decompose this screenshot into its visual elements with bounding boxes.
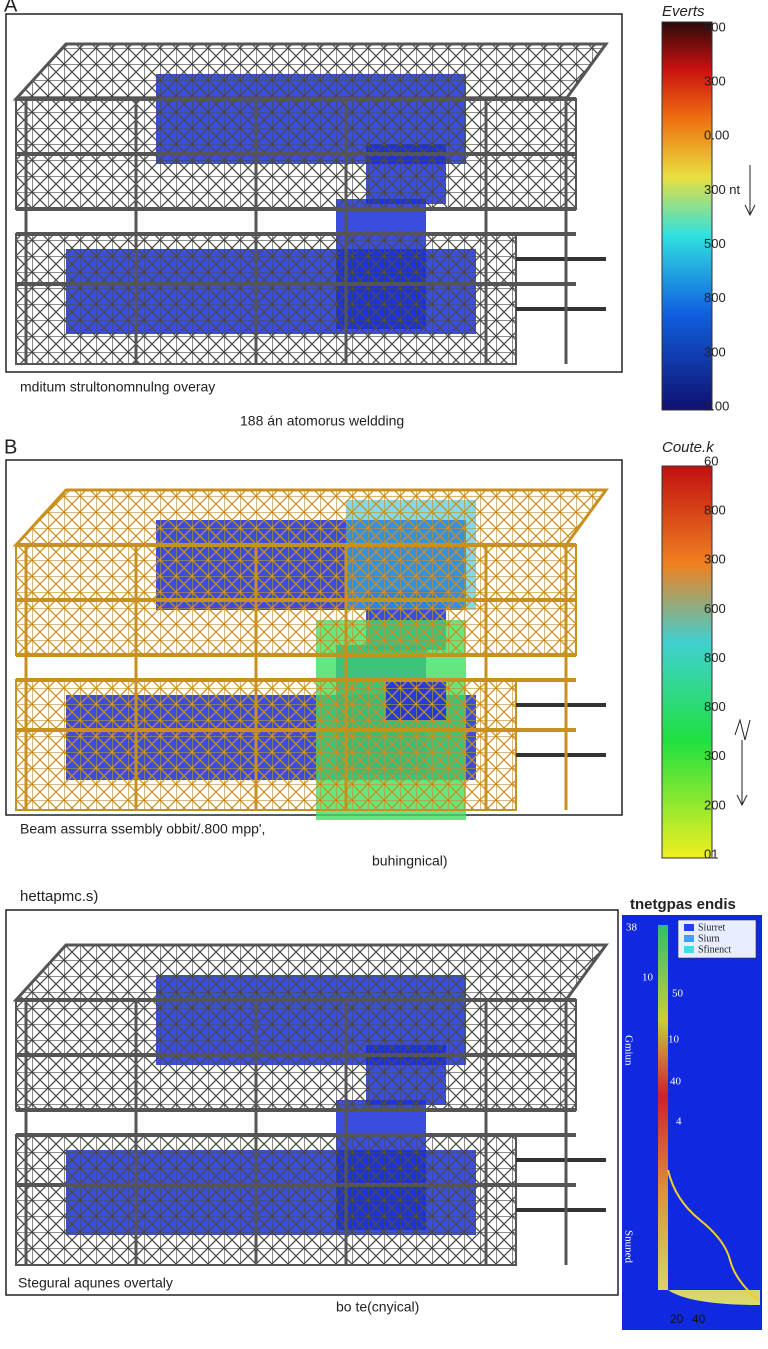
lower-level: [15, 679, 517, 811]
colorbar: [661, 465, 713, 859]
colorbar-tick-label: 01: [704, 846, 718, 861]
colorbar-tick-label: 800: [704, 290, 726, 305]
inset-title: tnetgpas endis: [630, 896, 736, 913]
legend-swatch: [684, 946, 694, 953]
arrow: [744, 165, 756, 217]
panel-label: B: [4, 436, 17, 458]
legend-entry: Sfinenct: [698, 944, 732, 955]
colorbar-tick-label: 200: [704, 797, 726, 812]
inset-curve: [667, 1169, 759, 1301]
top-deck: [12, 488, 609, 547]
inset-background: [622, 915, 762, 1330]
inset-label: 50: [672, 988, 684, 1000]
structure-render: [12, 943, 609, 1266]
colorbar-tick-label: 1.00: [704, 398, 729, 413]
inset-label: 40: [670, 1076, 682, 1088]
structure-render: [12, 42, 609, 365]
top-deck: [12, 42, 609, 101]
inset-label: 10: [642, 972, 654, 984]
caption: Beam assurra ssembly obbit/.800 mpp',: [20, 821, 265, 837]
colorbar-title: Everts: [662, 3, 705, 20]
caption: mditum strultonomnulng overay: [20, 379, 215, 395]
colorbar-ticks: 500 300 0.00 300 nt 500 800 300 1.00: [704, 19, 741, 413]
caption: Stegural aqunes overtaly: [18, 1275, 173, 1291]
top-deck: [12, 943, 609, 1002]
colorbar-tick-label: 600: [704, 601, 726, 616]
colorbar-tick-label: 500: [704, 236, 726, 251]
colorbar-tick-label: 300: [704, 748, 726, 763]
inset-label: 4: [676, 1116, 682, 1128]
colorbar-tick-label: 0.00: [704, 128, 729, 143]
legend-swatch: [684, 935, 694, 942]
subcaption: bo te(cnyical): [336, 1299, 419, 1315]
inset-label: Snuned: [622, 1230, 634, 1264]
inset-label: 10: [668, 1034, 680, 1046]
subcaption: 188 án atomorus weldding: [240, 413, 404, 429]
colorbar-tick-label: 800: [704, 699, 726, 714]
legend-entry: Siurn: [698, 933, 720, 944]
colorbar-ticks: 60 800 300 600 800 800 300 200 01: [704, 453, 726, 861]
colorbar-tick-label: 300: [704, 552, 726, 567]
colorbar-tick-label: 60: [704, 453, 718, 468]
colorbar-title: Coute.k: [662, 439, 715, 456]
colorbar-tick-label: 800: [704, 650, 726, 665]
colorbar-tick-label: 800: [704, 503, 726, 518]
panel-label: hettapmc.s): [20, 888, 98, 905]
subcaption: buhingnical): [372, 853, 448, 869]
inset-axis-label: 40: [692, 1312, 706, 1326]
lower-level: [15, 1134, 517, 1266]
colorbar: [661, 21, 713, 411]
legend-entry: Siurret: [698, 922, 725, 933]
inset-label: Gmiun: [622, 1035, 634, 1066]
legend-swatch: [684, 924, 694, 931]
colorbar-tick-label: 300: [704, 344, 726, 359]
inset-axis-label: 20: [670, 1312, 684, 1326]
structure-render: [12, 488, 609, 820]
arrow: [734, 718, 751, 807]
lower-level: [15, 233, 517, 365]
colorbar-tick-label: 300: [704, 74, 726, 89]
inset-label: 38: [626, 922, 638, 934]
colorbar-tick-label: 500: [704, 19, 726, 34]
colorbar-tick-label: 300 nt: [704, 182, 741, 197]
panel-label: A: [4, 0, 18, 16]
